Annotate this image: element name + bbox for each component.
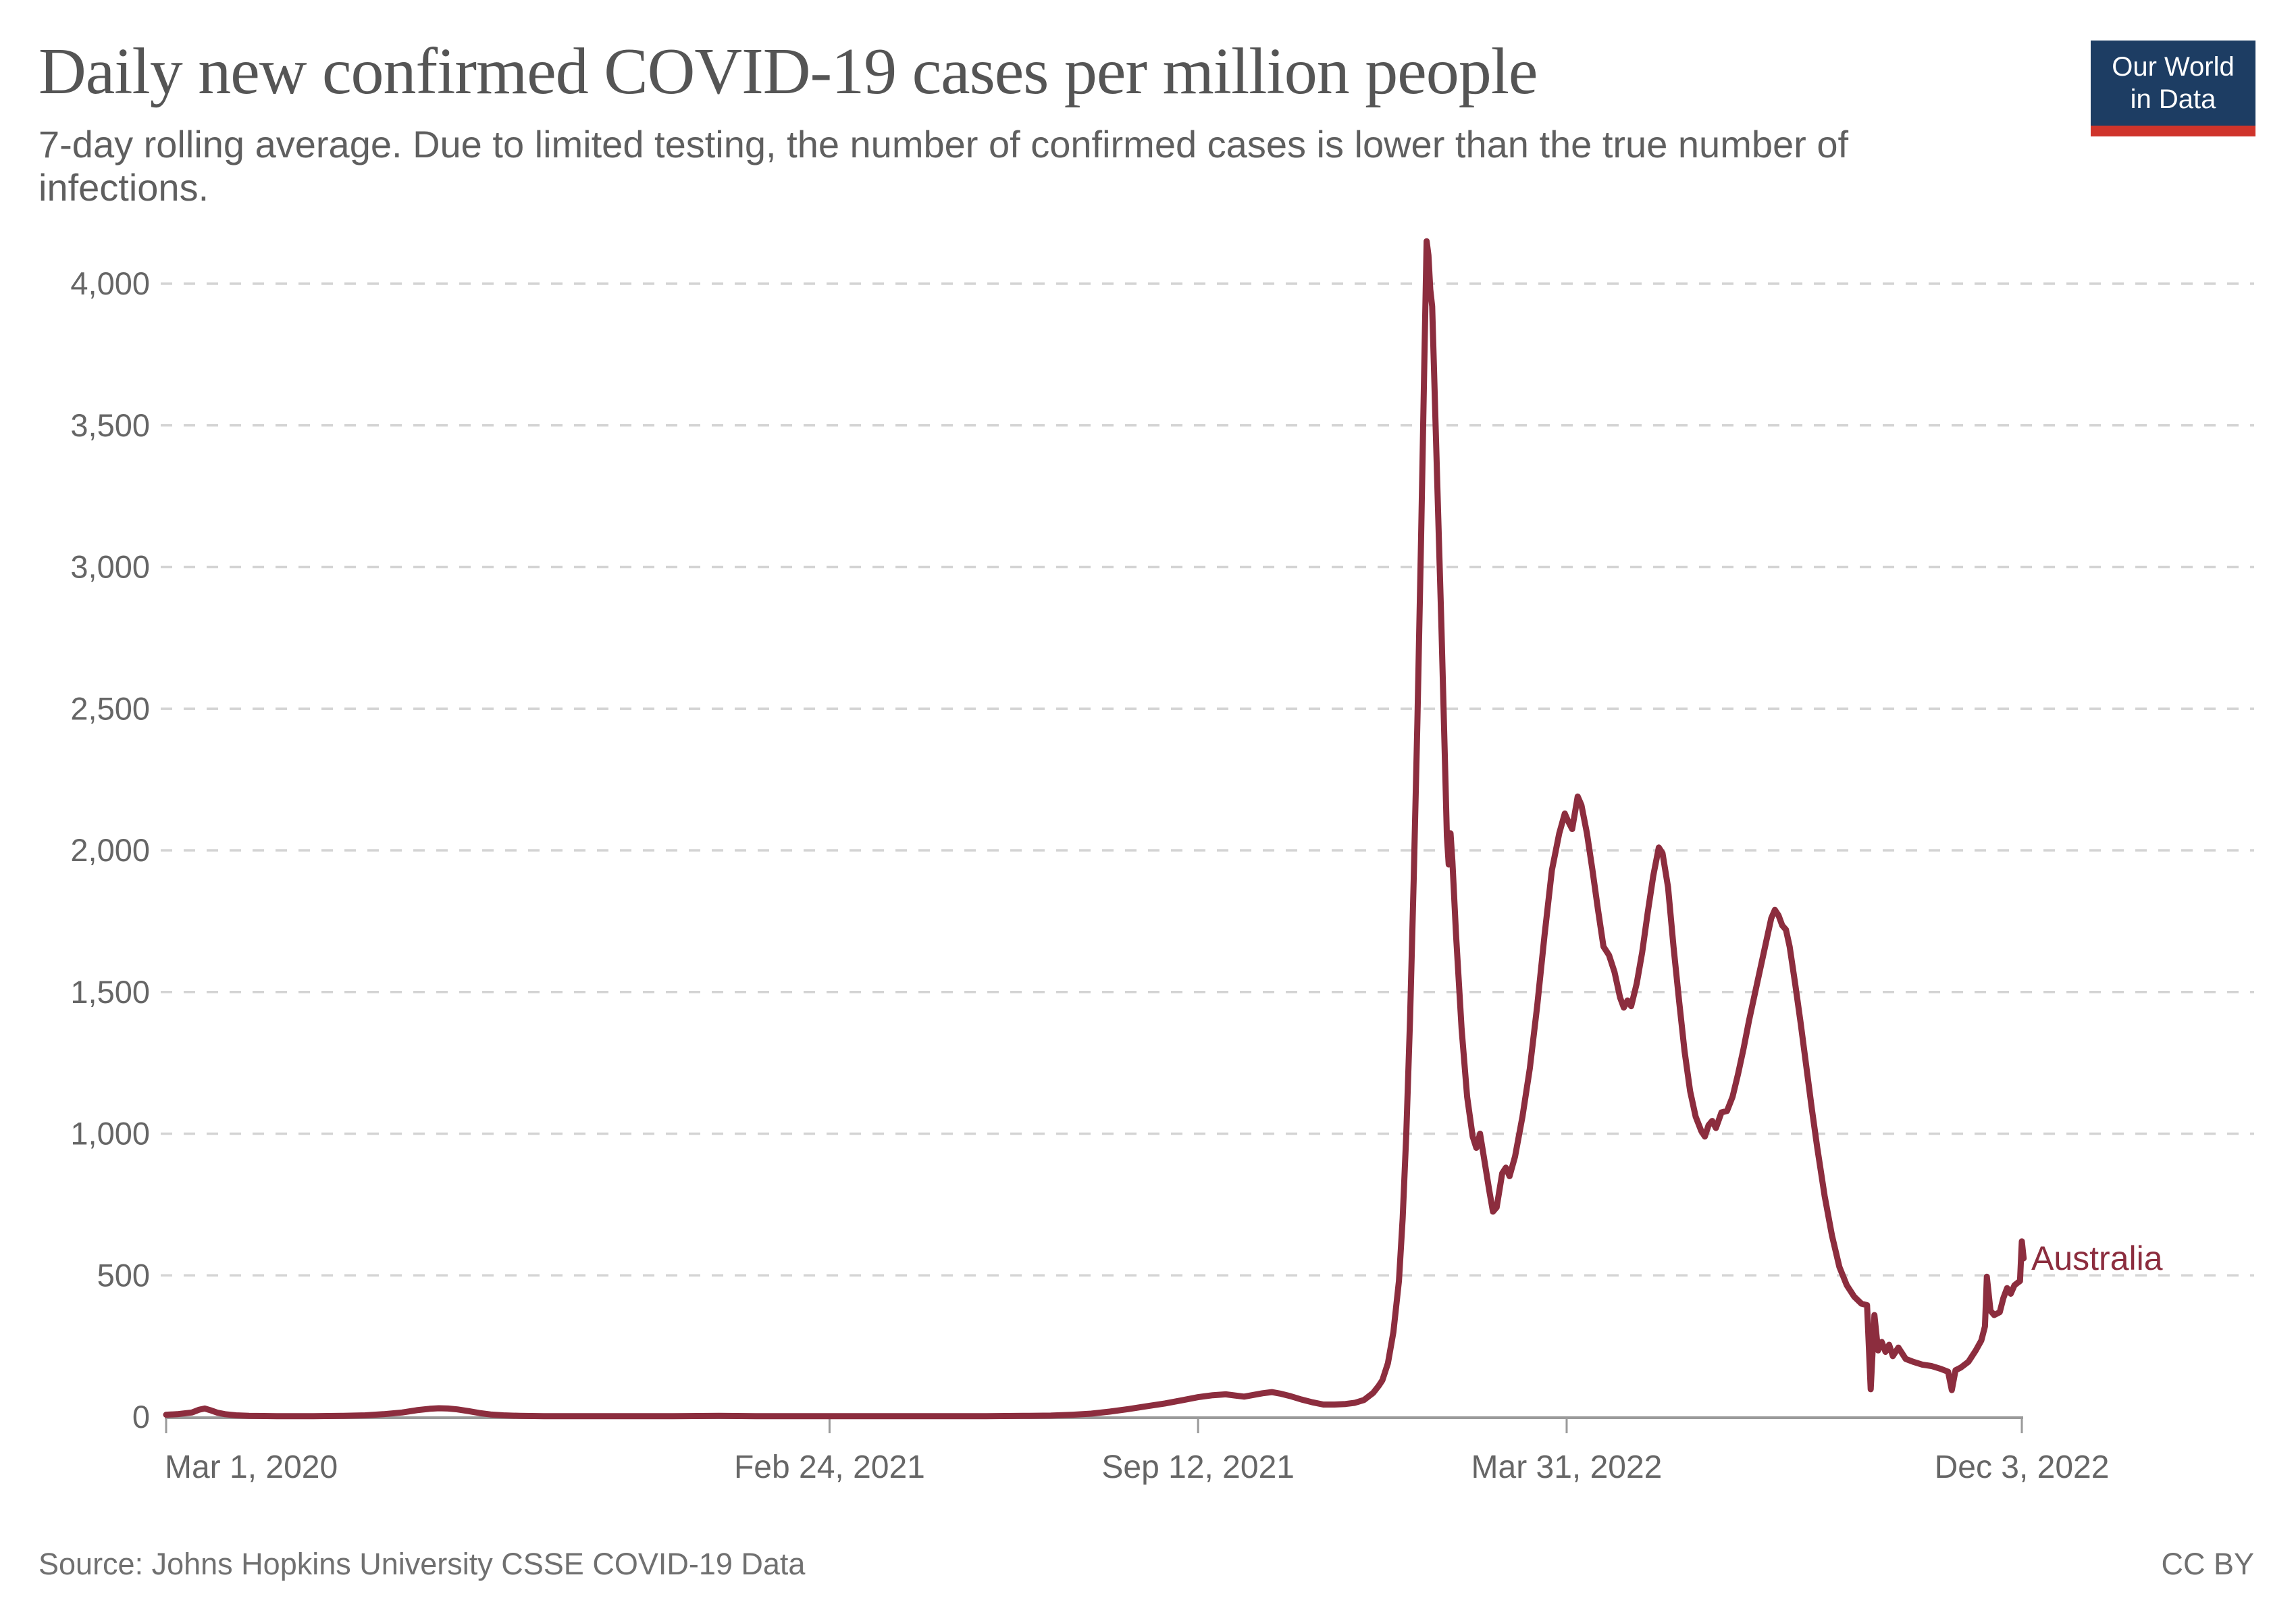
y-tick-label: 2,500 [70,690,150,726]
owid-logo-line2: in Data [2130,84,2216,114]
page-subtitle: 7-day rolling average. Due to limited te… [38,123,1849,209]
x-tick-label: Sep 12, 2021 [1101,1449,1295,1485]
x-tick-label: Mar 1, 2020 [165,1449,338,1485]
y-tick-label: 3,000 [70,549,150,585]
license-badge: CC BY [2161,1547,2254,1581]
y-tick-label: 4,000 [70,265,150,301]
y-tick-label: 2,000 [70,832,150,868]
owid-logo-text: Our World in Data [2091,41,2255,126]
owid-logo: Our World in Data [2091,41,2255,136]
x-tick-label: Feb 24, 2021 [734,1449,925,1485]
page-title: Daily new confirmed COVID-19 cases per m… [38,35,1538,108]
owid-logo-line1: Our World [2112,52,2235,82]
x-tick-labels: Mar 1, 2020 Feb 24, 2021 Sep 12, 2021 Mar 3… [165,1449,2109,1485]
y-tick-labels: 0 500 1,000 1,500 2,000 2,500 3,000 3,500 4,000 [70,265,150,1435]
x-axis [165,1416,2023,1433]
australia-line [163,238,2027,1420]
y-tick-label: 1,500 [70,974,150,1010]
owid-logo-red-bar [2091,126,2255,136]
y-tick-label: 3,500 [70,407,150,443]
y-gridlines [161,282,2254,1277]
y-tick-label: 500 [97,1257,150,1293]
source-note: Source: Johns Hopkins University CSSE CO… [38,1547,806,1581]
y-tick-label: 1,000 [70,1116,150,1152]
series-label-australia: Australia [2031,1239,2163,1277]
x-tick-label: Mar 31, 2022 [1471,1449,1663,1485]
y-tick-label: 0 [132,1399,150,1435]
x-tick-label: Dec 3, 2022 [1935,1449,2110,1485]
